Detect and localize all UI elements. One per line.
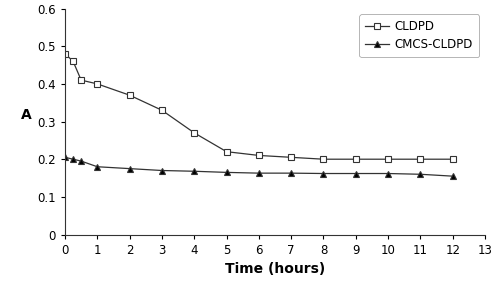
CLDPD [94,82,100,86]
Y-axis label: A: A [21,108,32,122]
CLDPD [191,131,197,135]
CMCS-CLDPD [256,171,262,175]
CLDPD [159,108,165,112]
CLDPD [256,154,262,157]
CLDPD [450,158,456,161]
X-axis label: Time (hours): Time (hours) [225,262,325,276]
CMCS-CLDPD [70,158,76,161]
Line: CMCS-CLDPD: CMCS-CLDPD [62,154,456,179]
CMCS-CLDPD [159,169,165,172]
CLDPD [70,59,76,63]
Legend: CLDPD, CMCS-CLDPD: CLDPD, CMCS-CLDPD [360,15,479,57]
CLDPD [224,150,230,153]
CMCS-CLDPD [78,159,84,163]
CMCS-CLDPD [224,171,230,174]
Line: CLDPD: CLDPD [62,51,456,162]
CMCS-CLDPD [126,167,132,170]
CLDPD [62,52,68,55]
CLDPD [385,158,391,161]
CMCS-CLDPD [62,156,68,159]
CLDPD [78,78,84,82]
CMCS-CLDPD [353,172,359,175]
CLDPD [353,158,359,161]
CLDPD [126,94,132,97]
CMCS-CLDPD [191,170,197,173]
CMCS-CLDPD [418,172,424,176]
CMCS-CLDPD [288,171,294,175]
CLDPD [418,158,424,161]
CLDPD [288,156,294,159]
CMCS-CLDPD [320,172,326,175]
CLDPD [320,158,326,161]
CMCS-CLDPD [94,165,100,168]
CMCS-CLDPD [450,174,456,178]
CMCS-CLDPD [385,172,391,175]
